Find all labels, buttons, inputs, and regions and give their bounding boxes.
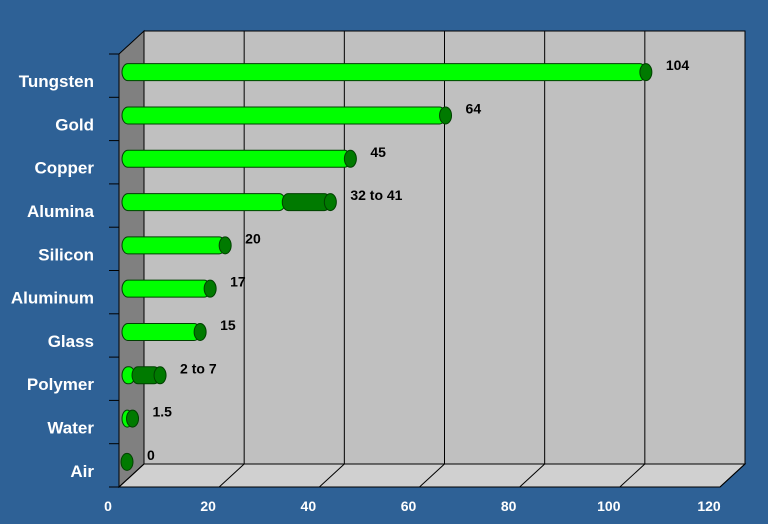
bars (120, 63, 653, 471)
gridlines (109, 31, 746, 488)
gridline-floor (218, 463, 245, 488)
data-label: 0 (147, 447, 155, 463)
bar-water (121, 409, 140, 428)
bar-end-cap (193, 322, 207, 341)
data-label: 104 (666, 57, 690, 73)
category-label: Gold (55, 115, 94, 134)
category-label: Glass (48, 332, 94, 351)
bar-body (121, 322, 201, 341)
bar-end-cap (218, 236, 232, 255)
gridline-floor (519, 463, 546, 488)
bar-end-cap (639, 63, 653, 82)
category-label: Tungsten (19, 72, 94, 91)
bar-gold (121, 106, 453, 125)
category-label: Aluminum (11, 289, 94, 308)
bar-alumina (121, 193, 337, 212)
data-label: 17 (230, 274, 246, 290)
category-label: Alumina (27, 202, 95, 221)
bar-glass (121, 322, 207, 341)
bar-air (120, 452, 134, 471)
x-axis-tick-labels: 0 20 40 60 80 100 120 (104, 498, 721, 514)
category-labels: Tungsten Gold Copper Alumina Silicon Aluminum… (11, 72, 95, 481)
x-tick-label: 60 (401, 498, 417, 514)
bar-body (121, 63, 647, 82)
bar-copper (121, 149, 357, 168)
bar-end-cap (153, 366, 167, 385)
bar-end-cap (126, 409, 140, 428)
gridline-floor (318, 463, 345, 488)
bar-range (281, 193, 331, 212)
gridline-floor (118, 463, 145, 488)
data-label: 20 (245, 230, 261, 246)
gridline-floor (619, 463, 646, 488)
bar-end-cap (439, 106, 453, 125)
data-label: 2 to 7 (180, 360, 217, 376)
bar-aluminum (121, 279, 217, 298)
x-tick-label: 100 (597, 498, 621, 514)
bar-body (121, 279, 211, 298)
x-tick-label: 0 (104, 498, 112, 514)
x-tick-label: 40 (301, 498, 317, 514)
x-tick-label: 20 (200, 498, 216, 514)
bar-body (121, 236, 226, 255)
data-label: 1.5 (153, 404, 173, 420)
bar-end-cap (343, 149, 357, 168)
x-tick-label: 80 (501, 498, 517, 514)
bar-end-cap (203, 279, 217, 298)
category-label: Silicon (38, 245, 94, 264)
gridline-floor (719, 463, 746, 488)
bar-tungsten (121, 63, 653, 82)
category-label: Copper (35, 159, 95, 178)
bar-end-cap (120, 452, 134, 471)
bar-end-cap (323, 193, 337, 212)
plot-walls (117, 29, 747, 489)
bar-body (121, 149, 351, 168)
data-label: 15 (220, 317, 236, 333)
data-labels: 104 64 45 32 to 41 20 17 15 2 to 7 1.5 0 (147, 57, 689, 463)
bar-body (121, 193, 286, 212)
category-label: Air (70, 462, 94, 481)
gridline-floor (419, 463, 445, 488)
bar-silicon (121, 236, 232, 255)
bar-polymer (121, 366, 167, 385)
bar-body (121, 106, 447, 125)
data-label: 64 (466, 100, 482, 116)
category-label: Polymer (27, 375, 94, 394)
category-label: Water (47, 419, 94, 438)
data-label: 45 (370, 144, 386, 160)
data-label: 32 to 41 (350, 187, 402, 203)
x-tick-label: 120 (697, 498, 721, 514)
